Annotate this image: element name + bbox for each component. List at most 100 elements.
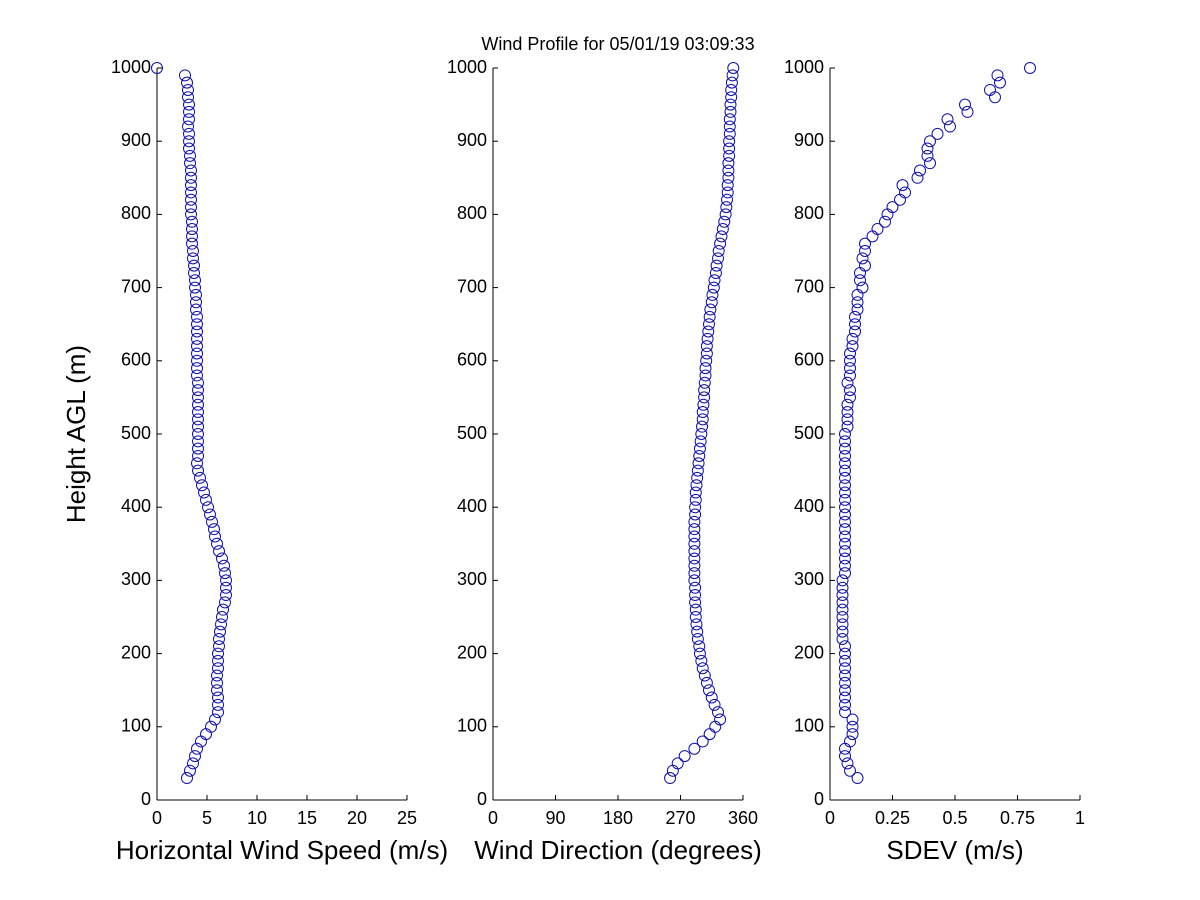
- x-tick-label: 0: [488, 808, 498, 828]
- point: [839, 676, 851, 689]
- point: [215, 618, 227, 631]
- point: [185, 186, 197, 199]
- point: [708, 698, 721, 711]
- point: [191, 457, 203, 470]
- y-tick-label: 800: [457, 203, 487, 223]
- point: [911, 171, 924, 184]
- point: [689, 603, 702, 616]
- point: [839, 545, 851, 558]
- point: [944, 120, 956, 133]
- point: [839, 501, 851, 514]
- point: [189, 274, 201, 287]
- y-axis-label: Height AGL (m): [61, 345, 91, 523]
- point: [856, 281, 869, 294]
- x-tick-label: 0.5: [942, 808, 967, 828]
- y-tick-label: 1000: [784, 57, 824, 77]
- y-tick-label: 700: [121, 276, 151, 296]
- point: [212, 647, 224, 660]
- point: [218, 559, 230, 572]
- point: [209, 530, 221, 543]
- point: [839, 464, 851, 477]
- y-tick-label: 1000: [111, 57, 151, 77]
- point: [198, 486, 210, 499]
- point: [727, 62, 740, 74]
- point: [839, 428, 851, 440]
- y-tick-label: 100: [121, 716, 151, 736]
- point: [859, 259, 871, 272]
- y-tick-label: 200: [121, 642, 151, 662]
- point: [696, 662, 709, 675]
- point: [1024, 62, 1036, 74]
- point: [189, 281, 201, 294]
- point: [844, 362, 856, 375]
- point: [190, 296, 202, 309]
- x-tick-label: 25: [397, 808, 417, 828]
- point: [183, 113, 195, 126]
- point: [693, 449, 706, 462]
- point: [689, 589, 702, 602]
- point: [191, 340, 203, 353]
- point: [191, 310, 203, 323]
- y-tick-label: 200: [457, 642, 487, 662]
- point: [851, 772, 864, 785]
- point: [690, 479, 703, 492]
- point: [844, 764, 856, 777]
- point: [712, 245, 725, 257]
- point: [724, 105, 737, 118]
- x-tick-label: 10: [247, 808, 267, 828]
- point: [715, 230, 728, 243]
- point: [688, 515, 701, 528]
- point: [695, 428, 708, 440]
- x-tick-label: 5: [202, 808, 212, 828]
- point: [211, 676, 223, 689]
- point: [702, 684, 715, 697]
- x-tick-label: 270: [665, 808, 695, 828]
- point: [183, 135, 195, 148]
- point: [841, 420, 854, 433]
- y-tick-label: 600: [121, 350, 151, 370]
- point: [192, 464, 204, 477]
- point: [185, 164, 197, 177]
- point: [879, 215, 891, 228]
- point: [688, 552, 701, 565]
- point: [192, 406, 204, 419]
- point: [710, 259, 723, 272]
- point: [192, 442, 204, 455]
- point: [695, 654, 708, 667]
- point: [179, 69, 191, 82]
- point: [696, 413, 709, 426]
- point: [994, 76, 1006, 89]
- point: [722, 157, 735, 170]
- y-tick-label: 500: [794, 423, 824, 443]
- point: [899, 186, 911, 199]
- y-tick-label: 300: [794, 569, 824, 589]
- point: [854, 274, 866, 287]
- x-tick-label: 15: [297, 808, 317, 828]
- point: [208, 523, 220, 536]
- y-tick-label: 700: [457, 276, 487, 296]
- point: [209, 713, 221, 726]
- point: [688, 545, 701, 558]
- point: [664, 772, 677, 785]
- point: [689, 611, 702, 623]
- point: [723, 113, 736, 126]
- point: [692, 457, 705, 470]
- point: [688, 559, 701, 572]
- point: [836, 596, 849, 609]
- point: [192, 420, 204, 433]
- point: [839, 647, 851, 660]
- point: [709, 266, 722, 279]
- point: [187, 757, 199, 770]
- point: [151, 62, 163, 74]
- point: [839, 486, 851, 499]
- point: [851, 296, 864, 309]
- point: [841, 757, 854, 770]
- point: [698, 376, 711, 389]
- point: [185, 208, 197, 221]
- point: [191, 332, 203, 345]
- point: [212, 698, 224, 711]
- point: [689, 501, 702, 514]
- point: [698, 391, 711, 404]
- point: [688, 537, 701, 550]
